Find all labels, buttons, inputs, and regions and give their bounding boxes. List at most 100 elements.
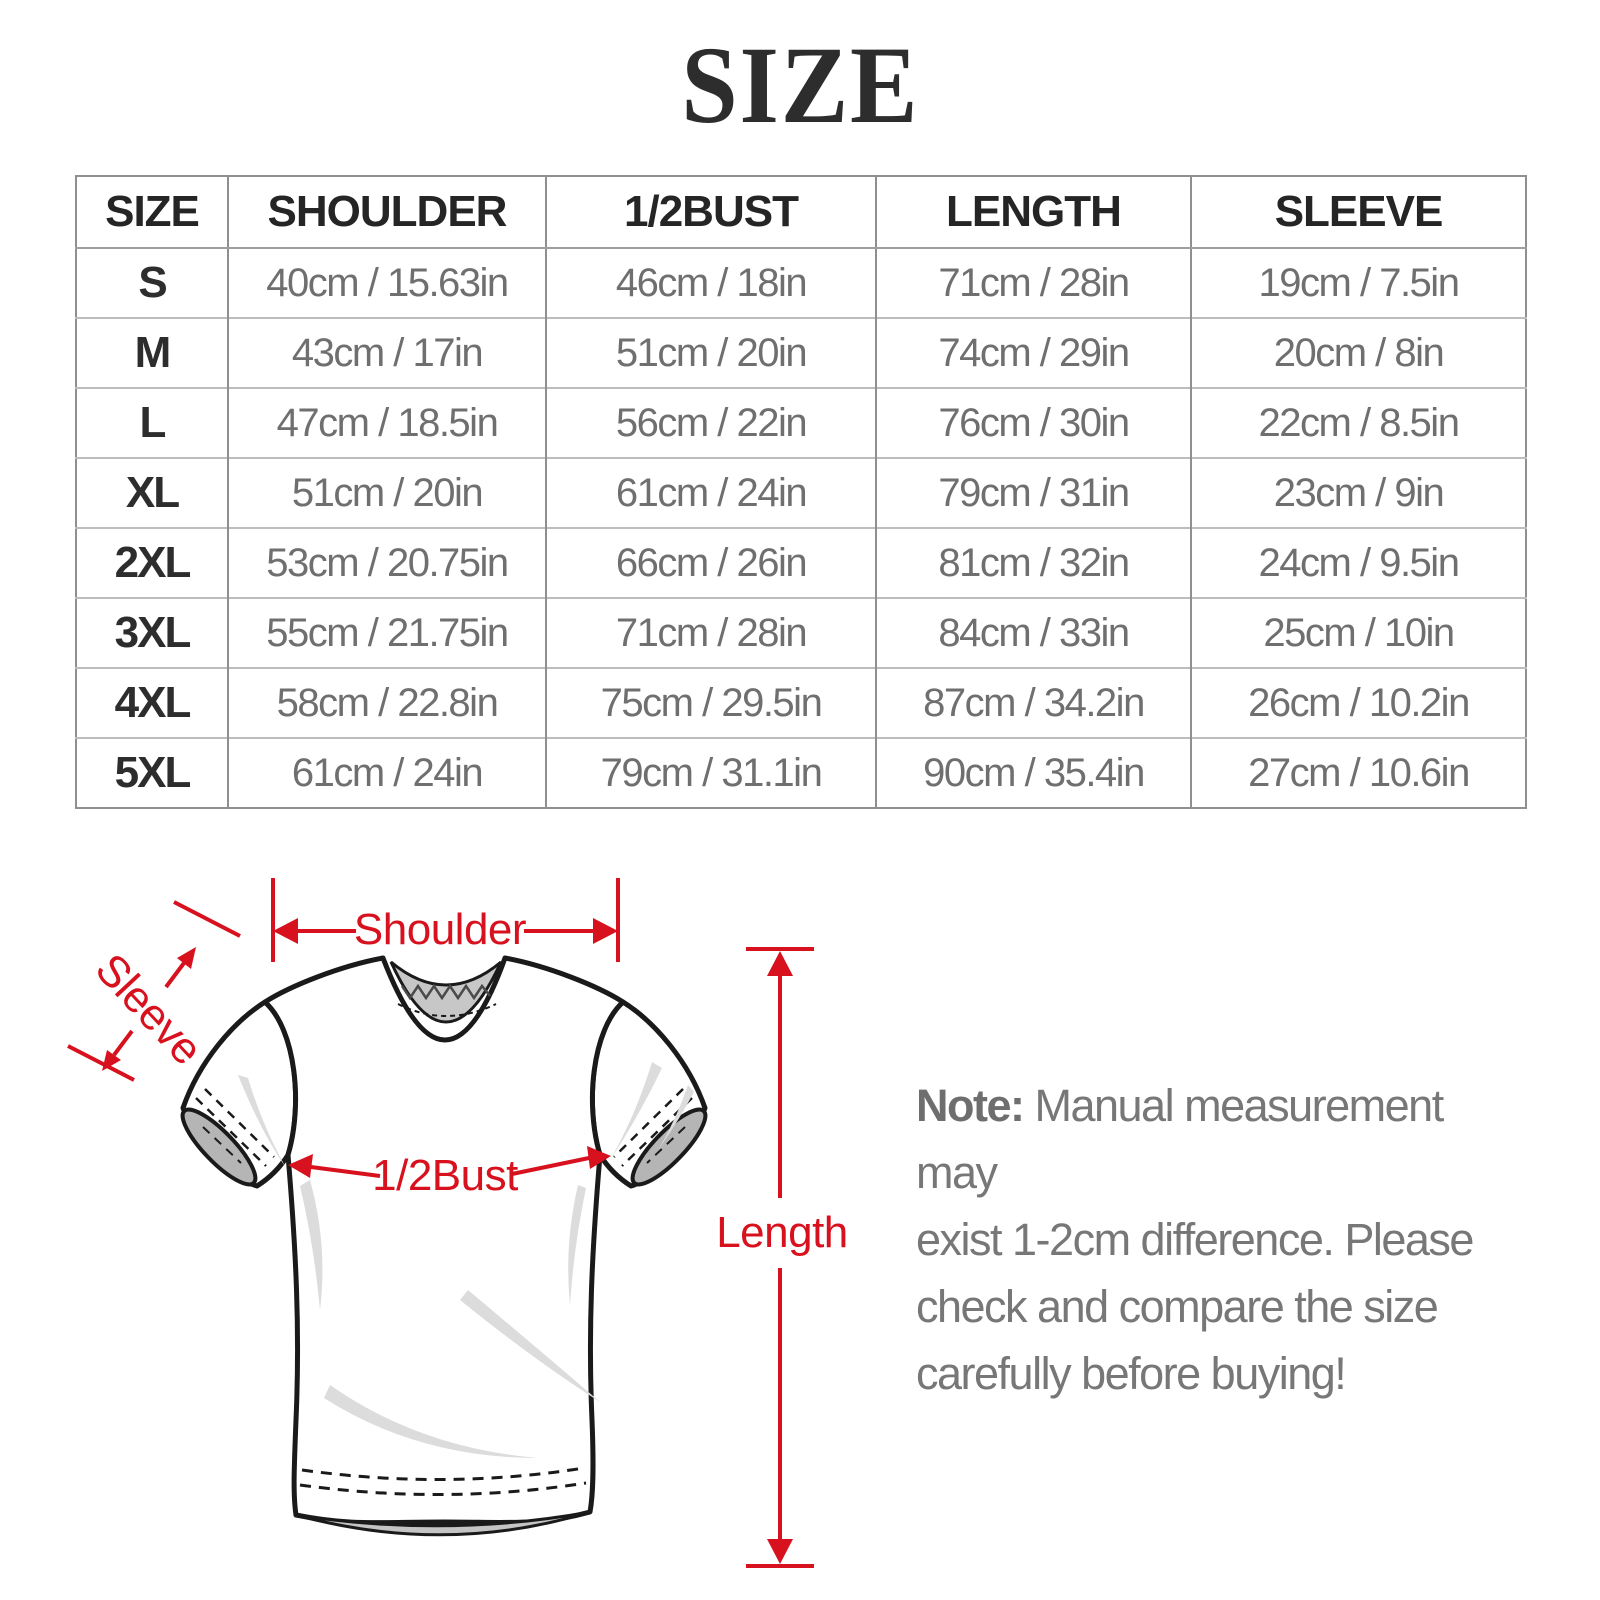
table-cell: 71cm / 28in — [545, 598, 876, 668]
col-header-length: LENGTH — [875, 176, 1191, 249]
row-size-label: 2XL — [114, 538, 192, 587]
col-header-shoulder: SHOULDER — [227, 176, 546, 249]
bust-arrowhead-left — [288, 1154, 313, 1178]
table-cell: 24cm / 9.5in — [1190, 528, 1526, 598]
table-cell: 26cm / 10.2in — [1190, 668, 1526, 738]
table-cell: 46cm / 18in — [545, 248, 876, 318]
table-cell: 58cm / 22.8in — [227, 668, 546, 738]
table-row: S 40cm / 15.63in 46cm / 18in 71cm / 28in 19c… — [76, 248, 1526, 318]
row-size-label: L — [139, 398, 167, 447]
table-row: 5XL 61cm / 24in 79cm / 31.1in 90cm / 35.4in… — [76, 738, 1526, 808]
hem-stitching — [299, 1466, 587, 1497]
size-table-header: SIZE SHOULDER 1/2BUST LENGTH SLEEVE — [76, 176, 1526, 249]
table-cell: 56cm / 22in — [545, 388, 876, 458]
table-row: XL 51cm / 20in 61cm / 24in 79cm / 31in 23cm … — [76, 458, 1526, 528]
table-cell: 61cm / 24in — [227, 738, 546, 808]
table-cell: 75cm / 29.5in — [545, 668, 876, 738]
hem-under-layer — [295, 1510, 591, 1537]
left-cuff-inner-stitch — [202, 1126, 242, 1164]
left-cuff-stitching — [195, 1088, 275, 1167]
sleeve-arrowhead-upper — [177, 947, 196, 969]
bust-arrow-line — [310, 1156, 590, 1178]
table-cell: 51cm / 20in — [545, 318, 876, 388]
sleeve-arrow-line — [112, 961, 186, 1057]
wrinkle — [324, 1385, 538, 1458]
right-cuff-opening — [630, 1107, 708, 1187]
note-line: carefully before buying! — [916, 1348, 1347, 1399]
bust-arrowhead-right — [587, 1146, 611, 1169]
table-cell: 79cm / 31in — [875, 458, 1191, 528]
note-line: check and compare the size — [916, 1281, 1439, 1332]
table-row: 2XL 53cm / 20.75in 66cm / 26in 81cm / 32in 2… — [76, 528, 1526, 598]
table-cell: 87cm / 34.2in — [875, 668, 1191, 738]
table-cell: 20cm / 8in — [1190, 318, 1526, 388]
table-cell: 27cm / 10.6in — [1190, 738, 1526, 808]
size-table: SIZE SHOULDER 1/2BUST LENGTH SLEEVE S 40c… — [75, 175, 1527, 809]
wrinkle — [658, 1085, 694, 1150]
page-title-wrap: SIZE — [0, 30, 1600, 140]
note-prefix: Note: — [916, 1080, 1025, 1131]
table-cell: 66cm / 26in — [545, 528, 876, 598]
row-size-label: 4XL — [114, 678, 192, 727]
note-line: exist 1-2cm difference. Please — [916, 1214, 1474, 1265]
table-cell: 61cm / 24in — [545, 458, 876, 528]
table-cell: 55cm / 21.75in — [227, 598, 546, 668]
table-cell: 25cm / 10in — [1190, 598, 1526, 668]
table-cell: 19cm / 7.5in — [1190, 248, 1526, 318]
collar-zigzag-stitch — [400, 983, 491, 1001]
wrinkle — [568, 1185, 586, 1305]
table-cell: 40cm / 15.63in — [227, 248, 546, 318]
note-line: Note: Manual measurement may — [916, 1072, 1516, 1206]
row-size-label: 3XL — [114, 608, 192, 657]
table-row: L 47cm / 18.5in 56cm / 22in 76cm / 30in 22cm… — [76, 388, 1526, 458]
shoulder-extent-ticks — [271, 878, 620, 962]
bust-label: 1/2Bust — [372, 1151, 518, 1200]
table-cell: 71cm / 28in — [875, 248, 1191, 318]
wrinkle — [460, 1290, 600, 1402]
row-size-label: S — [138, 258, 167, 307]
table-cell: 90cm / 35.4in — [875, 738, 1191, 808]
length-arrowhead-top — [767, 951, 793, 976]
wrinkle — [610, 1062, 662, 1160]
shoulder-label: Shoulder — [354, 905, 526, 954]
tshirt-measurement-diagram: Shoulder Sleeve 1/2Bust Length — [67, 878, 848, 1568]
table-cell: 51cm / 20in — [227, 458, 546, 528]
table-cell: 84cm / 33in — [875, 598, 1191, 668]
table-cell: 79cm / 31.1in — [545, 738, 876, 808]
row-size-label: 5XL — [114, 748, 192, 797]
table-cell: 22cm / 8.5in — [1190, 388, 1526, 458]
table-cell: 43cm / 17in — [227, 318, 546, 388]
table-cell: 47cm / 18.5in — [227, 388, 546, 458]
wrinkle — [238, 1075, 286, 1168]
note-text: Manual measurement may — [916, 1080, 1444, 1198]
table-row: 3XL 55cm / 21.75in 71cm / 28in 84cm / 33in 2… — [76, 598, 1526, 668]
length-label: Length — [716, 1208, 848, 1257]
col-header-bust: 1/2BUST — [545, 176, 876, 249]
row-size-label: XL — [125, 468, 180, 517]
length-extent-ticks — [746, 947, 814, 1568]
table-cell: 81cm / 32in — [875, 528, 1191, 598]
measurement-note: Note: Manual measurement may exist 1-2cm… — [916, 1072, 1516, 1407]
size-table-body: S 40cm / 15.63in 46cm / 18in 71cm / 28in 19c… — [76, 248, 1526, 808]
sleeve-arrowhead-lower — [102, 1050, 121, 1071]
table-cell: 74cm / 29in — [875, 318, 1191, 388]
right-cuff-inner-stitch — [646, 1126, 686, 1164]
col-header-size: SIZE — [76, 176, 228, 249]
shoulder-arrowhead-left — [273, 918, 298, 944]
header-row: SIZE SHOULDER 1/2BUST LENGTH SLEEVE — [76, 176, 1526, 249]
table-cell: 76cm / 30in — [875, 388, 1191, 458]
collar-dashed-stitch — [397, 1003, 497, 1017]
row-size-label: M — [134, 328, 172, 377]
page-title: SIZE — [680, 24, 920, 146]
sleeve-label: Sleeve — [86, 945, 212, 1075]
table-row: 4XL 58cm / 22.8in 75cm / 29.5in 87cm / 34.2… — [76, 668, 1526, 738]
wrinkle — [300, 1180, 323, 1310]
sleeve-extent-ticks — [67, 900, 241, 1082]
shoulder-arrowhead-right — [593, 918, 618, 944]
table-cell: 53cm / 20.75in — [227, 528, 546, 598]
table-cell: 23cm / 9in — [1190, 458, 1526, 528]
left-cuff-opening — [180, 1107, 258, 1187]
table-row: M 43cm / 17in 51cm / 20in 74cm / 29in 20cm /… — [76, 318, 1526, 388]
length-arrowhead-bottom — [767, 1539, 793, 1564]
